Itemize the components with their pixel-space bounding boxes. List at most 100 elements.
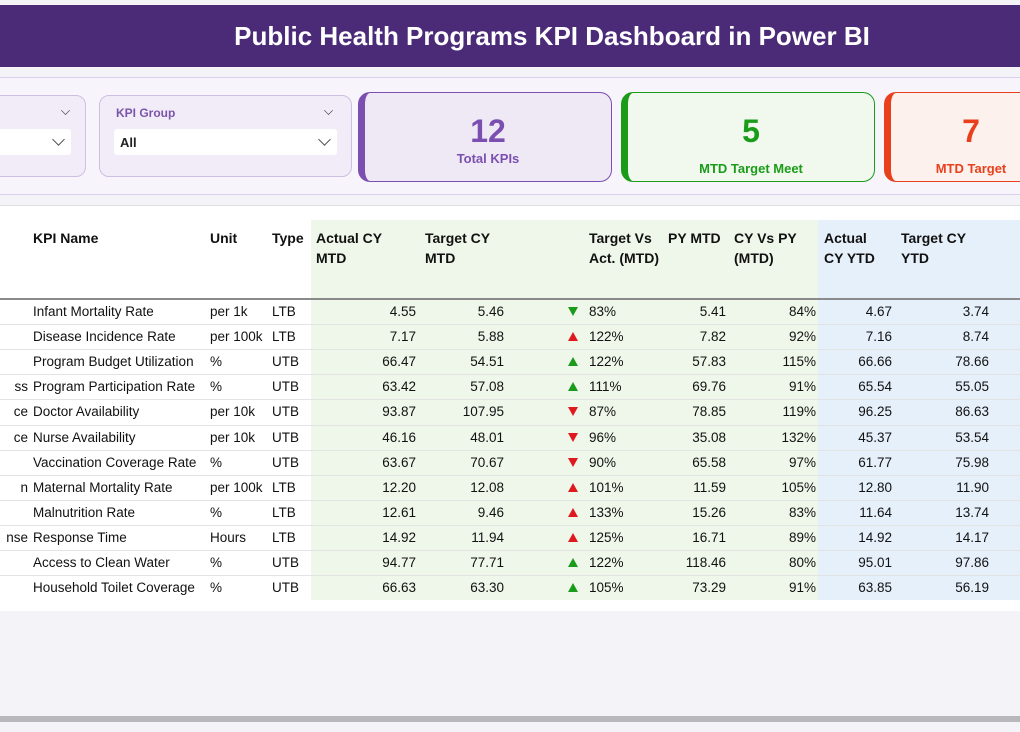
ytd-section: [818, 220, 1020, 600]
table-cell: LTB: [272, 479, 296, 495]
table-cell: Infant Mortality Rate: [33, 304, 154, 319]
table-cell: Vaccination Coverage Rate: [33, 454, 197, 470]
slicer-box: All: [114, 129, 337, 155]
status-arrow: [568, 482, 578, 492]
table-cell: 93.87: [382, 404, 416, 420]
table-cell: 7.82: [699, 329, 726, 345]
table-cell: ce: [13, 404, 28, 420]
status-arrow: [568, 507, 578, 517]
table-cell: 105%: [781, 479, 816, 495]
table-cell: 35.08: [692, 429, 726, 445]
chevron: [61, 106, 70, 115]
scroll-bar: [0, 716, 1020, 722]
table-cell: 91%: [788, 379, 816, 395]
table-cell: 118.46: [685, 555, 726, 570]
table-cell: Disease Incidence Rate: [33, 329, 176, 345]
table-cell: 122%: [589, 354, 624, 370]
table-cell: UTB: [272, 555, 299, 570]
table-cell: 101%: [589, 479, 624, 495]
table-cell: 65.58: [692, 454, 726, 470]
column-header: Actual CY YTD: [824, 230, 875, 266]
table-cell: UTB: [272, 580, 299, 596]
table-cell: 66.47: [382, 354, 416, 370]
table-cell: 65.54: [858, 379, 892, 395]
table-cell: 90%: [589, 454, 617, 470]
row-divider: [0, 399, 1020, 401]
table-cell: 16.71: [692, 529, 726, 545]
slicer[interactable]: KPI Group All: [99, 95, 352, 177]
table-cell: Nurse Availability: [33, 429, 136, 445]
table-cell: Program Participation Rate: [33, 379, 196, 395]
column-header: CY Vs PY (MTD): [734, 230, 797, 266]
table-cell: 11.64: [859, 504, 892, 520]
table-cell: 105%: [589, 580, 624, 596]
kpi-card: 7 MTD Target: [884, 92, 1020, 182]
card-caption: MTD Target: [935, 161, 1007, 176]
slicer-value: All: [120, 135, 137, 150]
table-cell: 11.94: [471, 529, 504, 545]
table-cell: Doctor Availability: [33, 404, 140, 420]
table-cell: 122%: [589, 329, 624, 345]
status-arrow: [568, 583, 578, 593]
table-cell: %: [210, 454, 223, 470]
table-cell: 45.37: [858, 429, 892, 445]
table-cell: Household Toilet Coverage: [33, 580, 195, 596]
table-cell: 57.08: [470, 379, 504, 395]
row-divider: [0, 324, 1020, 326]
table-cell: UTB: [272, 429, 299, 445]
table-cell: %: [210, 555, 223, 570]
status-arrow: [568, 307, 578, 316]
card-caption: MTD Target Meet: [699, 161, 803, 176]
header-bar: [0, 5, 1020, 67]
table-cell: 97.86: [955, 555, 989, 570]
table-cell: Maternal Mortality Rate: [33, 479, 173, 495]
column-header: Target Vs Act. (MTD): [589, 230, 659, 266]
table-cell: nse: [6, 529, 28, 545]
table-cell: 86.63: [955, 404, 989, 420]
table-cell: UTB: [272, 404, 299, 420]
kpi-card: 12 Total KPIs: [358, 92, 612, 182]
table-cell: 83%: [589, 304, 617, 319]
table-cell: 84%: [788, 304, 816, 319]
status-arrow: [568, 357, 578, 367]
table-cell: 56.19: [955, 580, 989, 596]
table-cell: LTB: [272, 529, 296, 545]
row-divider: [0, 474, 1020, 476]
table-cell: 63.85: [858, 580, 892, 596]
table-cell: 54.51: [470, 354, 504, 370]
table-cell: 70.67: [470, 454, 504, 470]
table-cell: 78.66: [955, 354, 989, 370]
table-cell: Program Budget Utilization: [33, 354, 194, 370]
table-cell: %: [210, 580, 223, 596]
table-cell: 111%: [589, 379, 622, 395]
column-header: Actual CY MTD: [316, 230, 382, 266]
table-cell: per 10k: [210, 429, 256, 445]
table-cell: n: [20, 479, 28, 495]
chevron: [324, 106, 333, 115]
table-cell: 5.46: [477, 304, 504, 319]
row-divider: [0, 550, 1020, 551]
table-cell: 12.08: [470, 479, 504, 495]
table-cell: 91%: [788, 580, 816, 596]
column-header: PY MTD: [668, 230, 721, 246]
card-value: 5: [742, 113, 760, 149]
table-cell: per 100k: [210, 329, 263, 345]
row-divider: [0, 424, 1020, 426]
table-cell: 96%: [589, 429, 617, 445]
table-cell: 12.61: [382, 504, 416, 520]
table-cell: 96.25: [858, 404, 892, 420]
table-cell: LTB: [272, 304, 296, 319]
row-divider: [0, 499, 1020, 501]
table-cell: 14.92: [382, 529, 416, 545]
table-cell: 3.74: [962, 304, 989, 319]
table-cell: 7.17: [389, 329, 416, 345]
table-cell: 46.16: [382, 429, 416, 445]
table-cell: 78.85: [692, 404, 726, 420]
table-cell: 5.41: [699, 304, 726, 319]
table-cell: UTB: [272, 454, 299, 470]
table-cell: 63.42: [382, 379, 416, 395]
table-cell: 97%: [788, 454, 816, 470]
slicer[interactable]: [0, 95, 86, 177]
table-cell: 66.66: [858, 354, 892, 370]
table-cell: per 10k: [210, 404, 256, 420]
